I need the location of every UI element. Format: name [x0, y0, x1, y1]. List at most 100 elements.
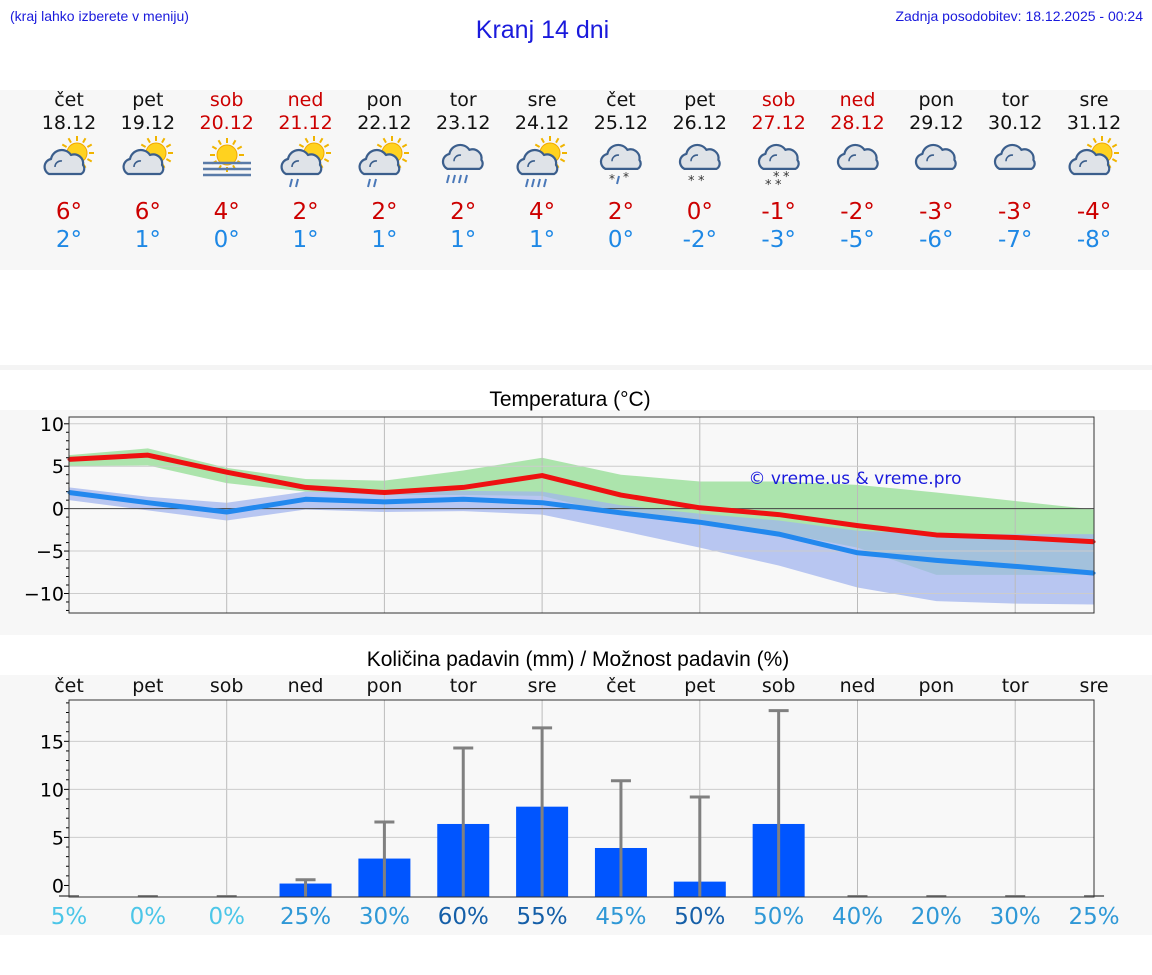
cloud-light-snow-icon: * *: [678, 143, 721, 189]
min-temperature-point: [540, 501, 544, 505]
min-temperature-point: [461, 497, 465, 501]
day-name: ned: [839, 89, 876, 111]
day-name: sre: [1079, 89, 1109, 111]
svg-text:*: *: [698, 174, 705, 189]
max-temperature-point: [856, 524, 859, 528]
sun-cloud-light-rain-icon: [358, 136, 410, 188]
min-temperature: -5°: [840, 227, 875, 253]
min-temperature-point: [225, 510, 229, 514]
day-date: 24.12: [514, 112, 570, 134]
day-name: ned: [287, 89, 324, 111]
cloud-icon: [915, 143, 958, 170]
max-temperature: -1°: [761, 199, 796, 225]
sun-cloud-light-rain-icon: [280, 136, 331, 188]
precipitation-day-label: sre: [1079, 675, 1109, 697]
max-temperature-point: [540, 474, 544, 478]
precipitation-chance: 30%: [358, 904, 410, 930]
max-temperature-point: [461, 485, 465, 489]
max-temperature: -3°: [997, 199, 1033, 225]
max-temperature-point: [146, 453, 150, 457]
day-name: tor: [449, 89, 477, 111]
watermark: © vreme.us & vreme.pro: [748, 469, 961, 489]
min-temperature-point: [698, 520, 702, 524]
cloud-rain-icon: [442, 143, 484, 184]
max-temperature: 2°: [450, 199, 477, 225]
max-temperature: 0°: [686, 199, 713, 225]
y-tick-label: −5: [36, 541, 64, 563]
min-temperature: -6°: [919, 227, 954, 253]
precipitation-day-label: sob: [209, 675, 244, 697]
last-updated: Zadnja posodobitev: 18.12.2025 - 00:24: [895, 8, 1143, 24]
max-temperature: 2°: [292, 199, 319, 225]
precipitation-day-label: čet: [606, 675, 636, 697]
max-temperature-point: [304, 485, 308, 489]
precipitation-chance: 5%: [50, 904, 88, 930]
min-temperature: -7°: [997, 227, 1033, 253]
min-temperature: 0°: [213, 227, 240, 253]
plot-area: [69, 700, 1094, 897]
precipitation-chance: 50%: [753, 904, 805, 930]
max-temperature-point: [225, 470, 229, 474]
day-date: 31.12: [1066, 112, 1122, 134]
precipitation-chance: 20%: [910, 904, 962, 930]
svg-text:*: *: [609, 172, 615, 186]
max-temperature-point: [1013, 535, 1017, 539]
precipitation-chance: 50%: [674, 904, 726, 930]
precipitation-day-label: pon: [918, 675, 955, 697]
plot-frame: [68, 416, 1095, 614]
precipitation-day-label: čet: [54, 675, 84, 697]
precipitation-day-label: ned: [839, 675, 876, 697]
precipitation-day-label: tor: [1001, 675, 1029, 697]
precipitation-chance: 40%: [831, 904, 884, 930]
forecast-strip: [0, 90, 1152, 270]
day-date: 22.12: [357, 112, 412, 134]
min-temperature: -2°: [682, 227, 718, 253]
y-tick-label: 15: [40, 731, 64, 753]
max-temperature: -3°: [919, 199, 954, 225]
precipitation-day-label: ned: [287, 675, 324, 697]
location-hint: (kraj lahko izberete v meniju): [10, 8, 189, 24]
precipitation-chance: 0%: [129, 904, 167, 930]
day-date: 20.12: [199, 112, 254, 134]
y-tick-label: 10: [40, 779, 64, 801]
min-temperature: -8°: [1076, 227, 1112, 253]
max-temperature: 2°: [371, 199, 398, 225]
day-name: čet: [54, 89, 84, 111]
sun-cloud-icon: [1068, 136, 1120, 176]
svg-text:*: *: [783, 170, 790, 185]
min-temperature: 1°: [529, 227, 556, 253]
sun-cloud-icon: [43, 136, 94, 176]
y-tick-label: 0: [52, 875, 64, 897]
min-temperature-point: [304, 497, 308, 501]
precipitation-day-label: pet: [132, 675, 164, 697]
day-name: sob: [761, 89, 796, 111]
day-date: 28.12: [830, 112, 885, 134]
min-temperature: 1°: [292, 227, 319, 253]
max-temperature-point: [698, 506, 702, 510]
y-tick-label: 5: [52, 827, 64, 849]
page-title: Kranj 14 dni: [475, 16, 610, 44]
plot-frame: [68, 699, 1095, 898]
day-date: 25.12: [593, 112, 649, 134]
svg-text:*: *: [773, 170, 780, 185]
day-name: tor: [1001, 89, 1029, 111]
precipitation-chance: 25%: [279, 904, 332, 930]
precipitation-chance: 30%: [989, 904, 1041, 930]
max-temperature: -4°: [1076, 199, 1112, 225]
min-temperature-point: [146, 501, 150, 505]
precipitation-day-label: tor: [449, 675, 477, 697]
day-date: 18.12: [41, 112, 97, 134]
day-name: pet: [684, 89, 716, 111]
max-temperature: 2°: [607, 199, 634, 225]
day-name: čet: [606, 89, 636, 111]
precipitation-day-label: sob: [761, 675, 796, 697]
precipitation-day-label: pon: [366, 675, 403, 697]
precipitation-day-label: pet: [684, 675, 716, 697]
max-temperature-line: [68, 452, 1095, 545]
sun-cloud-icon: [122, 136, 173, 176]
y-tick-label: 5: [52, 456, 64, 478]
min-temperature-point: [934, 558, 938, 562]
min-temperature-point: [619, 511, 623, 515]
